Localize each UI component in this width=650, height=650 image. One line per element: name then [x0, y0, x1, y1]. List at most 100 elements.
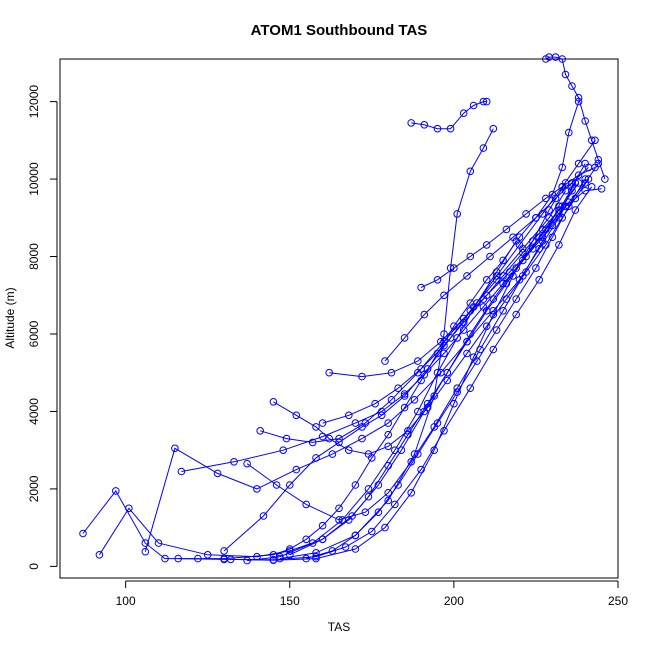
- data-point: [443, 368, 452, 377]
- data-point: [141, 547, 150, 556]
- data-point: [414, 450, 422, 458]
- x-axis-label: TAS: [328, 620, 350, 634]
- data-point: [384, 419, 393, 427]
- x-tick-label: 150: [280, 594, 300, 608]
- data-point: [371, 399, 379, 408]
- series-line: [289, 182, 576, 556]
- x-tick-label: 250: [608, 594, 628, 608]
- y-tick-label: 12000: [27, 85, 41, 119]
- data-point: [558, 163, 567, 172]
- data-point: [302, 500, 311, 509]
- data-point: [446, 124, 455, 133]
- data-point: [453, 334, 462, 342]
- data-point: [220, 547, 228, 555]
- series-line: [420, 166, 596, 288]
- series-13: [256, 186, 570, 447]
- series-line: [273, 178, 589, 455]
- series-7: [269, 175, 593, 458]
- data-point: [479, 295, 488, 303]
- data-point: [459, 109, 468, 117]
- data-point: [433, 419, 442, 427]
- data-point: [358, 372, 366, 381]
- data-point: [558, 183, 567, 191]
- data-point: [292, 465, 301, 474]
- data-point: [561, 70, 570, 79]
- data-point: [312, 423, 320, 431]
- data-point: [368, 527, 376, 536]
- series-19: [381, 163, 593, 365]
- y-tick-label: 10000: [27, 162, 41, 196]
- data-point: [466, 252, 475, 261]
- data-point: [292, 411, 301, 420]
- data-point: [348, 512, 356, 520]
- data-point: [394, 384, 402, 393]
- data-point: [414, 407, 422, 416]
- data-point: [584, 163, 593, 172]
- data-point: [328, 450, 337, 458]
- data-point: [279, 446, 288, 455]
- data-point: [489, 124, 498, 133]
- data-point: [450, 264, 458, 272]
- data-point: [555, 241, 563, 249]
- series-line: [223, 140, 596, 552]
- y-axis-label: Altitude (m): [3, 287, 17, 348]
- plot-frame: [59, 58, 619, 579]
- data-point: [502, 225, 511, 234]
- data-point: [574, 93, 583, 102]
- data-point: [302, 535, 311, 544]
- series-line: [322, 182, 580, 424]
- series-18: [417, 163, 599, 292]
- data-point: [548, 233, 557, 241]
- data-point: [259, 512, 268, 520]
- series-14: [302, 175, 590, 563]
- data-point: [272, 481, 281, 489]
- data-point: [226, 555, 235, 564]
- series-line: [306, 178, 586, 560]
- data-point: [269, 556, 278, 565]
- data-point: [473, 299, 481, 307]
- data-point: [420, 310, 429, 319]
- series-line: [247, 240, 517, 562]
- data-point: [463, 337, 471, 346]
- series-10: [276, 124, 498, 563]
- data-point: [282, 434, 291, 443]
- data-point: [466, 384, 475, 393]
- data-point: [479, 144, 488, 152]
- data-point: [358, 434, 366, 443]
- data-point: [499, 256, 507, 265]
- data-point: [499, 272, 507, 280]
- data-point: [453, 210, 462, 218]
- data-point: [325, 434, 334, 443]
- data-point: [112, 487, 120, 495]
- data-point: [466, 167, 475, 176]
- data-point: [486, 252, 494, 261]
- data-point: [410, 396, 419, 404]
- data-point: [574, 171, 583, 179]
- x-tick-label: 200: [444, 594, 464, 608]
- data-point: [400, 403, 409, 412]
- data-point: [512, 264, 521, 272]
- chart-title: ATOM1 Southbound TAS: [251, 22, 428, 39]
- series-line: [230, 182, 566, 561]
- data-point: [361, 419, 370, 427]
- data-point: [528, 237, 537, 245]
- data-point: [276, 552, 284, 561]
- data-point: [519, 272, 527, 280]
- data-point: [519, 256, 527, 265]
- data-point: [384, 430, 393, 439]
- data-point: [171, 444, 179, 453]
- data-point: [286, 481, 294, 489]
- series-line: [545, 56, 606, 180]
- data-point: [154, 539, 163, 547]
- series-line: [279, 128, 494, 560]
- data-point: [351, 481, 360, 489]
- data-point: [558, 202, 567, 210]
- data-point: [345, 446, 353, 455]
- data-point: [433, 276, 442, 284]
- data-point: [512, 295, 521, 303]
- series-16: [226, 179, 570, 565]
- y-tick-label: 4000: [27, 398, 41, 425]
- data-point: [95, 551, 104, 559]
- data-point: [381, 523, 389, 532]
